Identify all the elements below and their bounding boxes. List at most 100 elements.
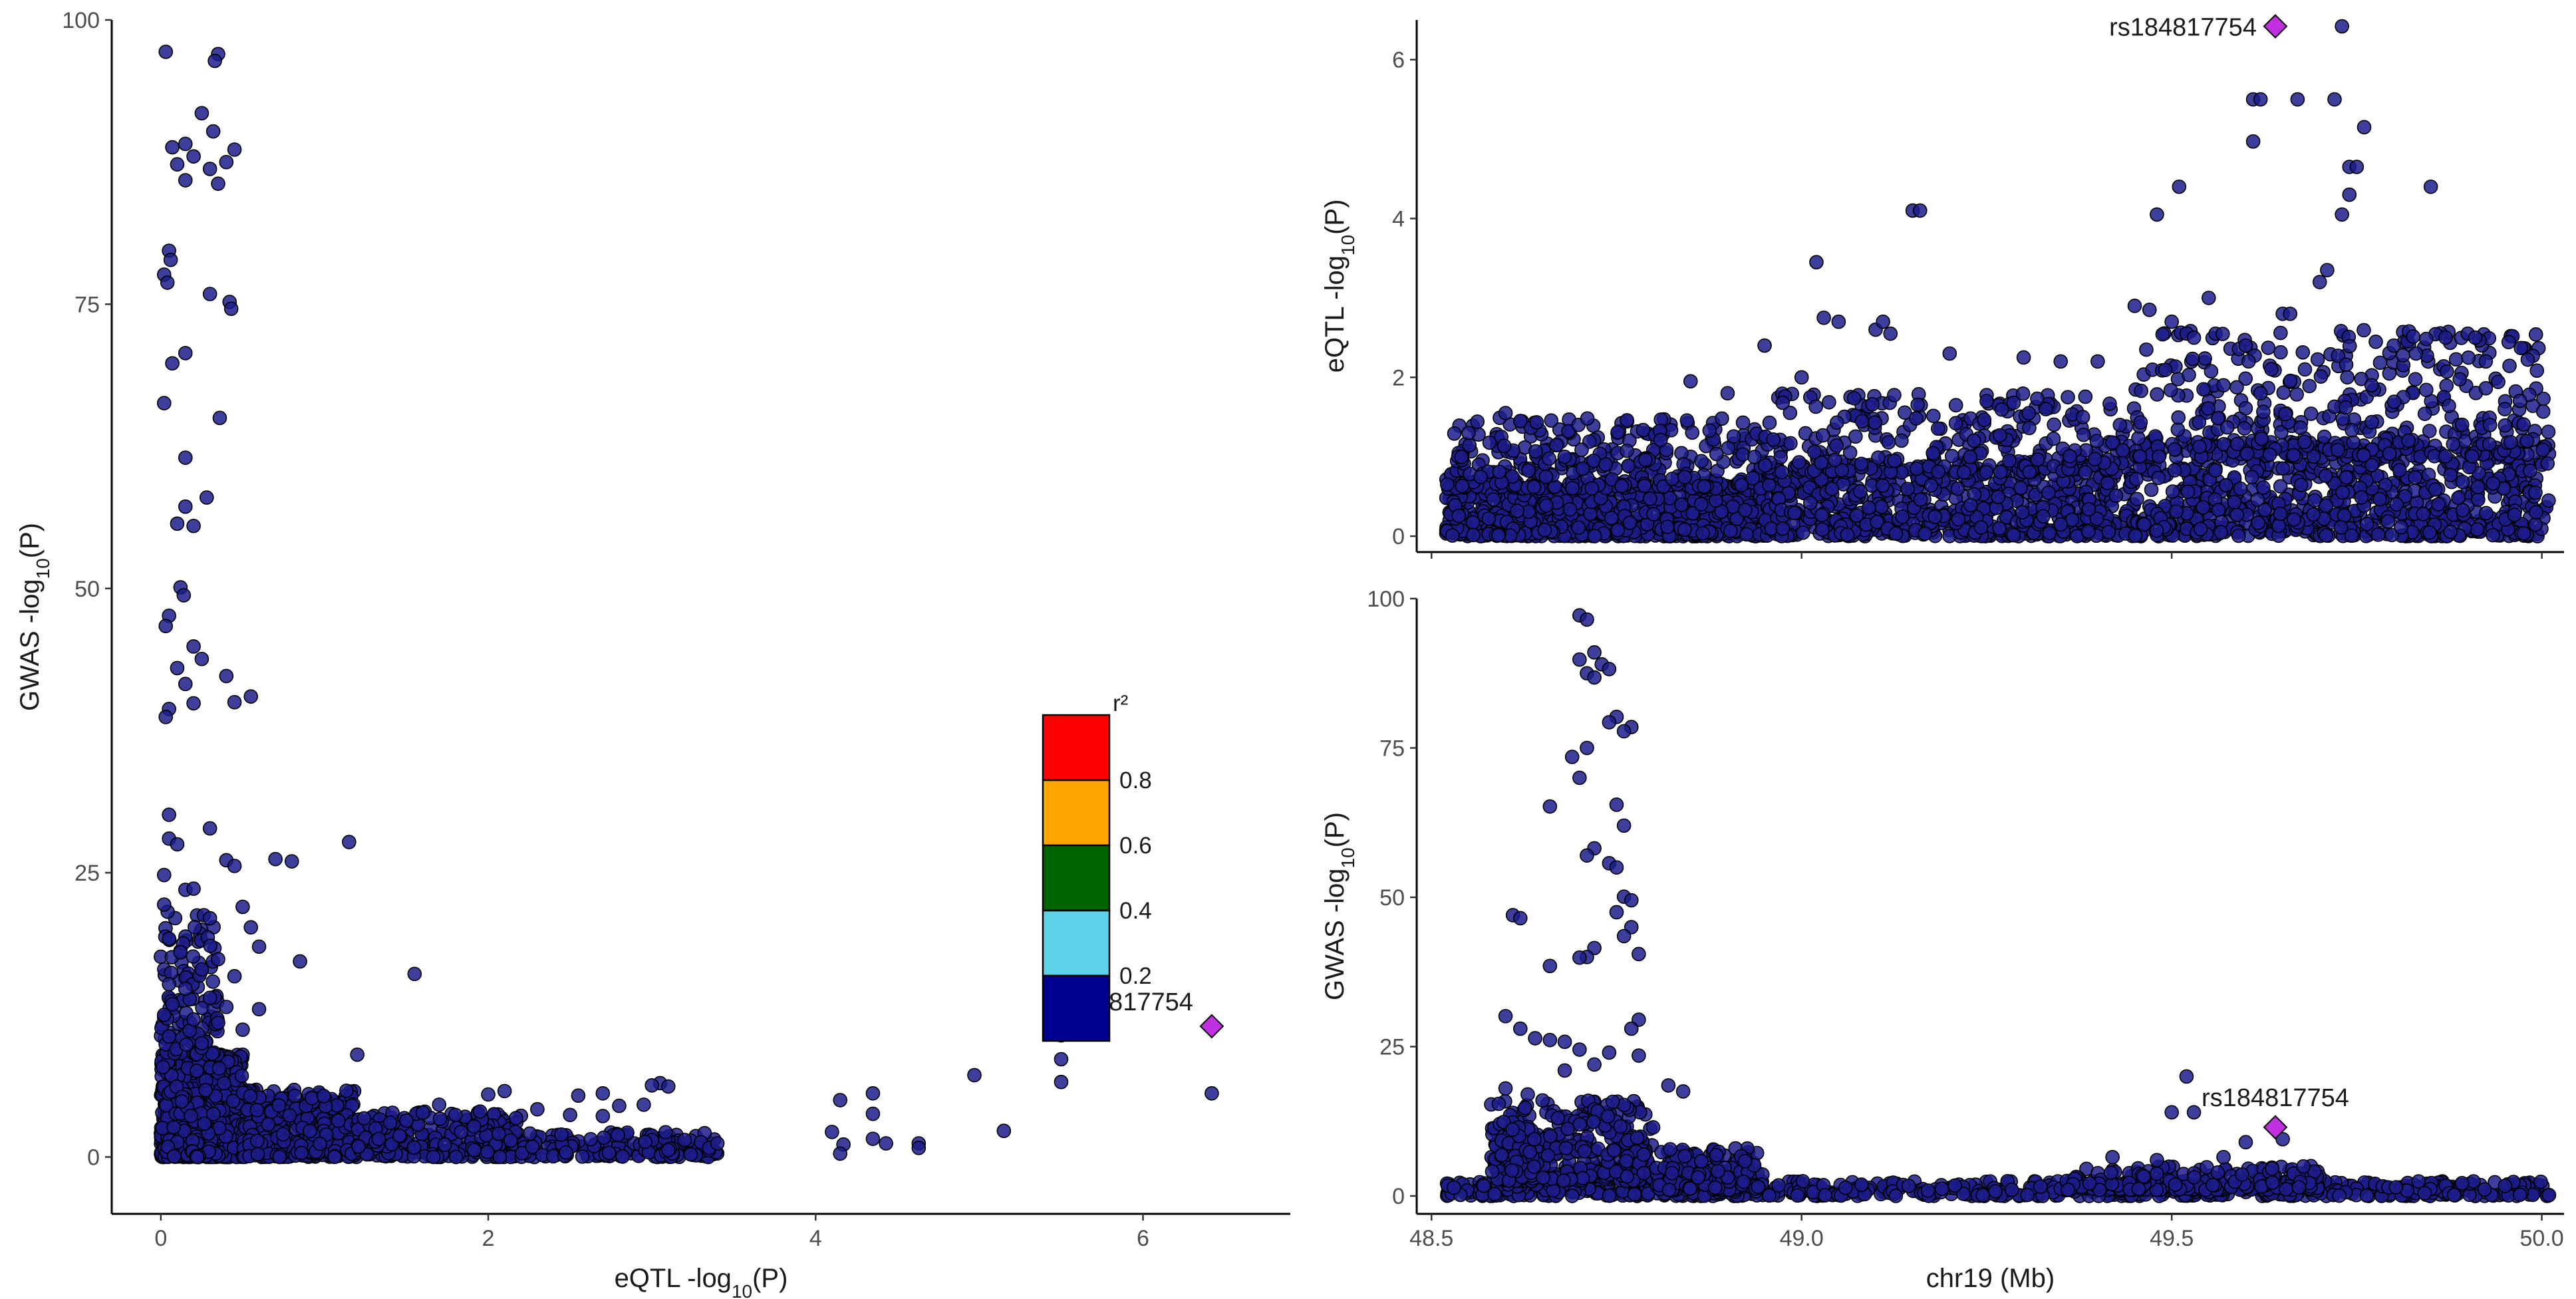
snp-point — [448, 1107, 463, 1123]
snp-point — [1951, 511, 1966, 527]
snp-point — [595, 1109, 611, 1123]
snp-point — [305, 1091, 319, 1105]
snp-point — [1574, 442, 1589, 458]
snp-point — [2042, 525, 2057, 541]
snp-point — [1677, 522, 1692, 537]
snp-point — [612, 1098, 627, 1113]
x-tick-label: 6 — [1137, 1226, 1149, 1251]
snp-point — [1737, 503, 1753, 517]
snp-point — [350, 1047, 364, 1062]
snp-point — [1909, 411, 1924, 426]
snp-point — [1956, 465, 1971, 480]
snp-point — [1583, 506, 1598, 521]
snp-point — [251, 1002, 267, 1017]
snp-point — [2169, 504, 2184, 519]
snp-point — [1637, 478, 1652, 494]
snp-point — [186, 881, 201, 896]
snp-point — [1967, 433, 1981, 448]
snp-point — [2078, 389, 2093, 404]
snp-point — [160, 275, 175, 290]
snp-point — [1709, 493, 1723, 508]
snp-point — [583, 1131, 598, 1147]
snp-point — [1497, 438, 1512, 454]
snp-point — [1685, 425, 1700, 440]
snp-point — [1528, 444, 1543, 459]
legend-swatch — [1042, 779, 1111, 847]
snp-point — [1775, 521, 1790, 536]
snp-point — [1926, 408, 1941, 424]
snp-point — [658, 1125, 673, 1140]
snp-point — [1848, 429, 1863, 444]
snp-point — [2087, 452, 2102, 467]
snp-point — [1993, 428, 2007, 443]
snp-point — [2063, 449, 2077, 464]
snp-point — [1900, 482, 1915, 496]
snp-point — [1491, 528, 1506, 543]
snp-point — [1895, 509, 1910, 524]
snp-point — [1874, 500, 1889, 514]
snp-point — [303, 1123, 317, 1139]
snp-point — [407, 966, 422, 982]
snp-point — [1466, 527, 1481, 543]
snp-point — [1643, 492, 1657, 506]
snp-point — [1802, 496, 1818, 510]
snp-point — [170, 157, 185, 172]
snp-point — [156, 1060, 170, 1075]
snp-point — [371, 1131, 386, 1147]
lead-snp-marker — [1199, 1014, 1224, 1039]
snp-point — [194, 1036, 210, 1051]
snp-point — [1762, 478, 1777, 493]
x-tick-label: 2 — [482, 1226, 495, 1251]
snp-point — [174, 1094, 190, 1109]
snp-point — [595, 1085, 611, 1101]
snp-point — [1482, 435, 1497, 450]
snp-point — [223, 301, 239, 317]
r2-legend: 0.80.60.40.2r² — [1042, 690, 1152, 1042]
snp-point — [437, 1137, 452, 1152]
snp-point — [1571, 520, 1586, 535]
snp-point — [1610, 424, 1626, 440]
snp-point — [351, 1139, 366, 1154]
snp-point — [415, 1105, 430, 1120]
snp-point — [268, 851, 283, 867]
snp-point — [879, 1136, 893, 1151]
snp-point — [1766, 432, 1781, 447]
snp-point — [1445, 528, 1460, 543]
snp-point — [1455, 478, 1470, 494]
snp-point — [522, 1126, 537, 1141]
snp-point — [1723, 523, 1738, 538]
snp-point — [1620, 443, 1634, 458]
snp-point — [1726, 429, 1741, 444]
snp-point — [1745, 471, 1760, 486]
snp-point — [212, 1061, 227, 1076]
snp-point — [1510, 504, 1524, 518]
snp-point — [1871, 450, 1886, 465]
snp-point — [710, 1136, 725, 1151]
snp-point — [497, 1083, 512, 1099]
snp-point — [432, 1111, 448, 1126]
snp-point — [825, 1125, 839, 1139]
snp-point — [1822, 394, 1836, 410]
snp-point — [1840, 527, 1855, 542]
snp-point — [186, 696, 201, 711]
y-tick-label: 100 — [62, 8, 100, 33]
snp-point — [660, 1079, 676, 1094]
snp-point — [1677, 470, 1692, 485]
snp-point — [261, 1117, 276, 1132]
snp-point — [188, 920, 202, 935]
snp-point — [165, 140, 180, 155]
snp-point — [563, 1107, 577, 1123]
snp-point — [492, 1149, 507, 1165]
snp-point — [249, 1103, 265, 1117]
snp-point — [1486, 492, 1501, 507]
snp-point — [1963, 498, 1978, 513]
snp-point — [1758, 458, 1773, 473]
snp-point — [1881, 435, 1896, 450]
legend-label: 0.8 — [1119, 768, 1152, 794]
snp-point — [170, 837, 185, 852]
snp-point — [190, 1064, 204, 1078]
snp-point — [212, 410, 227, 426]
snp-point — [1544, 413, 1559, 428]
snp-point — [1702, 423, 1717, 438]
snp-point — [1796, 525, 1810, 540]
